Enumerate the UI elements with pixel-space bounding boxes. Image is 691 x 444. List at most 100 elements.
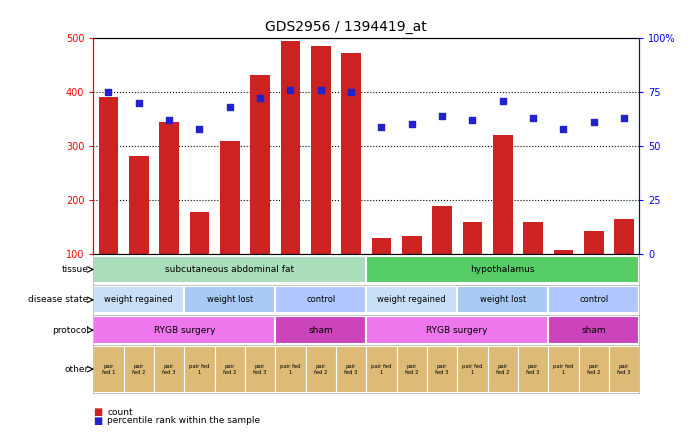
Bar: [427, 346, 457, 392]
Bar: [275, 346, 305, 392]
Text: RYGB surgery: RYGB surgery: [153, 325, 215, 335]
Text: pair
fed 2: pair fed 2: [587, 364, 600, 375]
Point: [618, 114, 630, 121]
Bar: [553, 250, 574, 309]
Text: control: control: [306, 295, 335, 304]
Text: weight lost: weight lost: [480, 295, 526, 304]
Bar: [493, 135, 513, 309]
Text: tissue: tissue: [62, 265, 88, 274]
Bar: [614, 219, 634, 309]
Text: disease state: disease state: [28, 295, 88, 304]
Bar: [341, 53, 361, 309]
Bar: [457, 346, 488, 392]
Text: RYGB surgery: RYGB surgery: [426, 325, 488, 335]
Text: control: control: [579, 295, 608, 304]
Bar: [548, 317, 639, 344]
Point: [133, 99, 144, 106]
Bar: [432, 206, 452, 309]
Bar: [250, 75, 270, 309]
Bar: [93, 286, 184, 313]
Text: weight regained: weight regained: [104, 295, 173, 304]
Text: pair fed
1: pair fed 1: [280, 364, 301, 375]
Text: pair
fed 3: pair fed 3: [527, 364, 540, 375]
Bar: [93, 256, 366, 283]
Bar: [184, 286, 275, 313]
Bar: [366, 317, 548, 344]
Bar: [275, 286, 366, 313]
Point: [498, 97, 509, 104]
Text: pair
fed 3: pair fed 3: [435, 364, 448, 375]
Bar: [220, 141, 240, 309]
Text: pair
fed 2: pair fed 2: [496, 364, 509, 375]
Text: pair fed
1: pair fed 1: [371, 364, 392, 375]
Bar: [159, 122, 179, 309]
Text: subcutaneous abdominal fat: subcutaneous abdominal fat: [165, 265, 294, 274]
Bar: [275, 317, 366, 344]
Bar: [311, 47, 330, 309]
Text: pair
fed 1: pair fed 1: [102, 364, 115, 375]
Bar: [129, 156, 149, 309]
Text: pair
fed 3: pair fed 3: [162, 364, 176, 375]
Text: pair
fed 3: pair fed 3: [344, 364, 358, 375]
Point: [285, 86, 296, 93]
Text: percentile rank within the sample: percentile rank within the sample: [107, 416, 261, 425]
Point: [406, 121, 417, 128]
Bar: [523, 222, 543, 309]
Bar: [189, 212, 209, 309]
Text: sham: sham: [581, 325, 606, 335]
Text: ■: ■: [93, 416, 102, 426]
Text: pair
fed 2: pair fed 2: [132, 364, 146, 375]
Bar: [305, 346, 336, 392]
Bar: [584, 231, 603, 309]
Point: [194, 125, 205, 132]
Bar: [215, 346, 245, 392]
Point: [254, 95, 265, 102]
Bar: [402, 237, 422, 309]
Point: [588, 119, 599, 126]
Bar: [184, 346, 215, 392]
Point: [376, 123, 387, 130]
Bar: [488, 346, 518, 392]
Point: [527, 114, 538, 121]
Bar: [578, 346, 609, 392]
Point: [224, 103, 235, 111]
Bar: [372, 238, 391, 309]
Bar: [154, 346, 184, 392]
Bar: [366, 256, 639, 283]
Text: sham: sham: [308, 325, 333, 335]
Point: [103, 88, 114, 95]
Text: other: other: [64, 365, 88, 373]
Text: count: count: [107, 408, 133, 416]
Point: [315, 86, 326, 93]
Bar: [366, 346, 397, 392]
Text: pair fed
1: pair fed 1: [553, 364, 574, 375]
Text: hypothalamus: hypothalamus: [471, 265, 535, 274]
Text: GDS2956 / 1394419_at: GDS2956 / 1394419_at: [265, 20, 426, 34]
Bar: [336, 346, 366, 392]
Bar: [93, 317, 275, 344]
Point: [437, 112, 448, 119]
Text: ■: ■: [93, 407, 102, 417]
Bar: [99, 97, 118, 309]
Point: [467, 116, 478, 123]
Text: pair
fed 2: pair fed 2: [314, 364, 328, 375]
Bar: [397, 346, 427, 392]
Point: [558, 125, 569, 132]
Bar: [518, 346, 548, 392]
Text: weight regained: weight regained: [377, 295, 446, 304]
Bar: [245, 346, 275, 392]
Text: pair
fed 2: pair fed 2: [223, 364, 236, 375]
Point: [164, 116, 175, 123]
Text: pair
fed 3: pair fed 3: [617, 364, 631, 375]
Bar: [548, 286, 639, 313]
Point: [346, 88, 357, 95]
Bar: [93, 346, 124, 392]
Bar: [366, 286, 457, 313]
Bar: [609, 346, 639, 392]
Text: pair fed
1: pair fed 1: [462, 364, 482, 375]
Text: protocol: protocol: [52, 325, 88, 335]
Text: weight lost: weight lost: [207, 295, 253, 304]
Bar: [548, 346, 578, 392]
Text: pair
fed 2: pair fed 2: [405, 364, 419, 375]
Bar: [281, 41, 301, 309]
